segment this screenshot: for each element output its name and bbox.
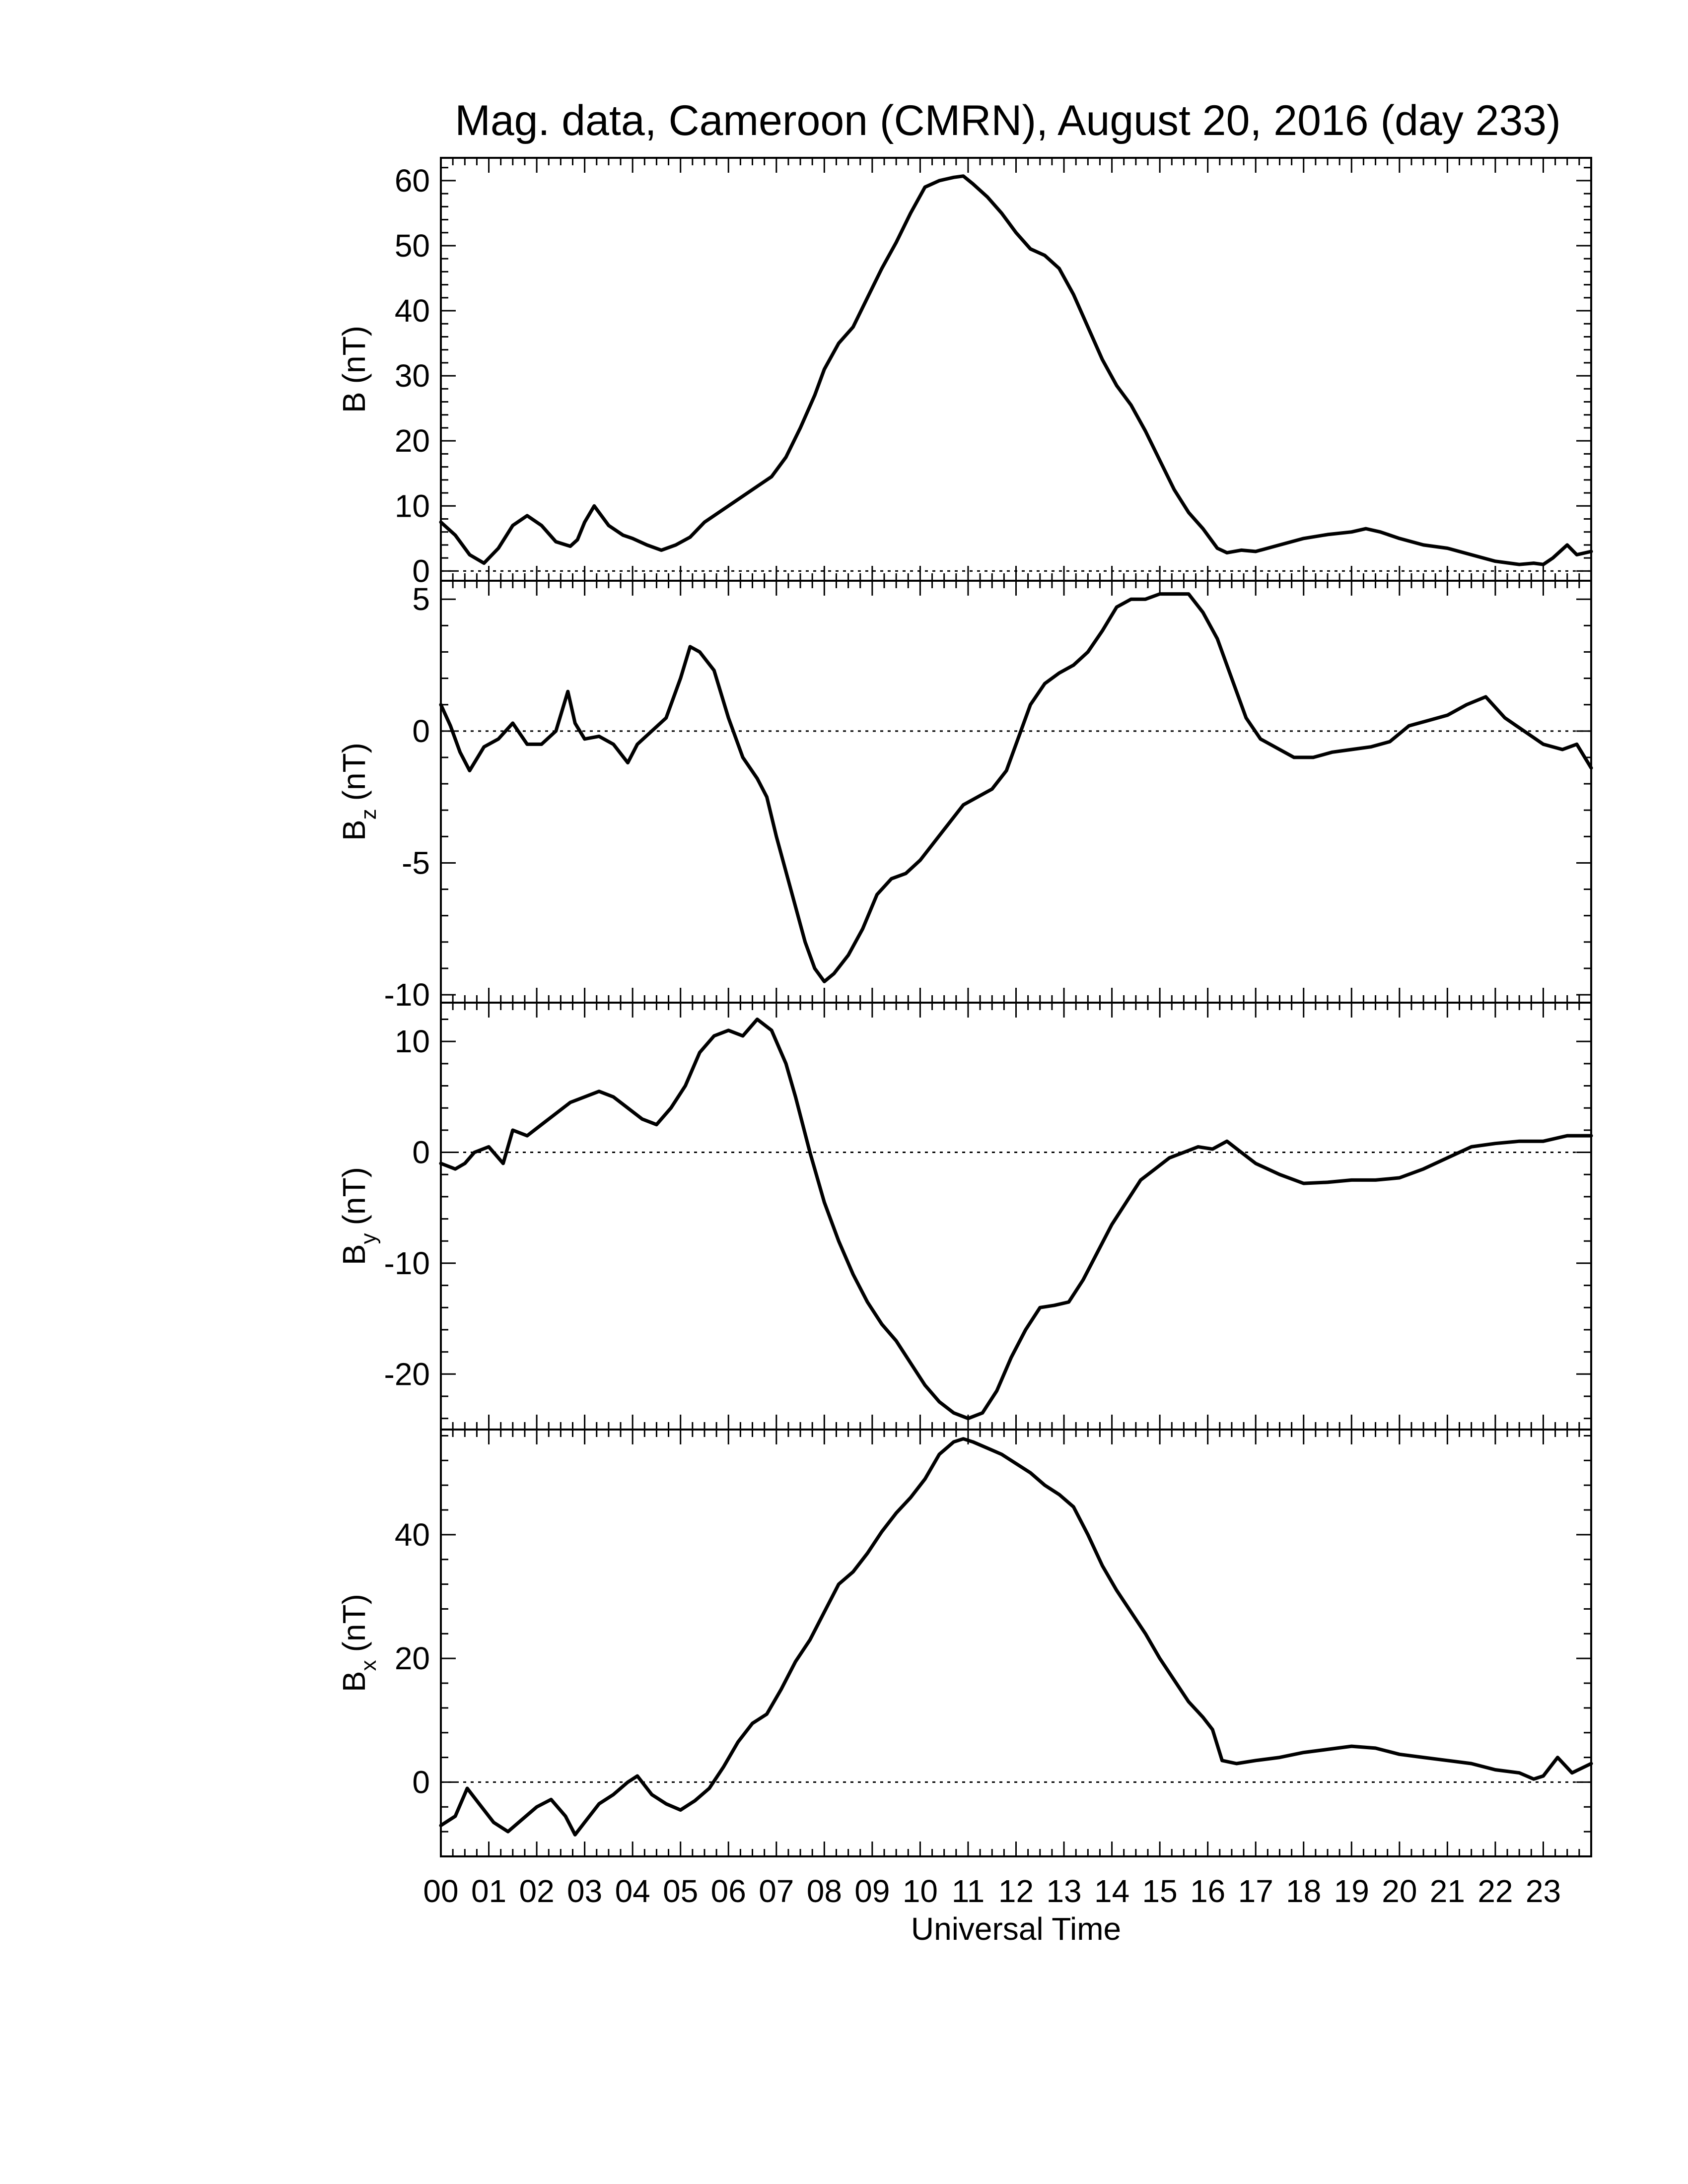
- y-tick-label: -5: [402, 845, 430, 881]
- y-axis-title-main: B: [336, 1244, 372, 1265]
- x-tick-label: 09: [854, 1873, 890, 1909]
- y-axis-title-unit: (nT): [336, 1594, 372, 1652]
- y-axis-title-main: B: [336, 1671, 372, 1692]
- y-tick-label: 10: [395, 488, 430, 524]
- series-line-b: [439, 174, 1593, 566]
- panel-b: 0 10 20 30 40 50 60 B (nT): [336, 157, 1593, 589]
- y-tick-label: 60: [395, 163, 430, 199]
- y-axis-title-subscript: x: [356, 1660, 381, 1671]
- x-tick-label: 05: [663, 1873, 698, 1909]
- panel-frame: [440, 157, 1592, 582]
- panel-frame: [440, 1002, 1592, 1431]
- x-tick-label: 12: [998, 1873, 1034, 1909]
- x-tick-label: 10: [903, 1873, 938, 1909]
- x-axis-title: Universal Time: [911, 1911, 1121, 1947]
- y-tick-label: 0: [412, 1135, 430, 1170]
- x-tick-label: 19: [1334, 1873, 1369, 1909]
- panel-bz: -10 -5 0 5 Bz (nT): [336, 580, 1593, 1013]
- y-tick-label: 40: [395, 1517, 430, 1553]
- y-tick-label: 20: [395, 1640, 430, 1676]
- x-tick-label: 11: [952, 1873, 985, 1909]
- x-tick-label: 01: [471, 1873, 506, 1909]
- y-tick-label: 40: [395, 293, 430, 329]
- y-axis-title-unit: (nT): [336, 326, 372, 384]
- x-tick-label: 00: [423, 1873, 458, 1909]
- series-line-bz: [439, 592, 1593, 983]
- x-tick-label: 15: [1142, 1873, 1178, 1909]
- x-tick-label: 14: [1094, 1873, 1129, 1909]
- y-axis-title: Bx (nT): [336, 1594, 381, 1692]
- series-line-bx: [439, 1437, 1593, 1837]
- y-axis-title: B (nT): [336, 326, 372, 413]
- x-tick-label: 02: [519, 1873, 554, 1909]
- panel-bx: 0 20 40 Bx (nT): [336, 1429, 1593, 1857]
- y-tick-label: 0: [412, 553, 430, 589]
- chart-title: Mag. data, Cameroon (CMRN), August 20, 2…: [455, 97, 1561, 144]
- x-tick-label: 13: [1046, 1873, 1081, 1909]
- y-axis-title-main: B: [336, 392, 372, 413]
- y-axis-title-main: B: [336, 819, 372, 841]
- x-tick-label: 18: [1286, 1873, 1321, 1909]
- panel-frame: [440, 580, 1592, 1004]
- x-tick-label: 16: [1190, 1873, 1225, 1909]
- x-tick-label: 17: [1238, 1873, 1273, 1909]
- panel-by: -20 -10 0 10 By (nT): [336, 1002, 1593, 1431]
- y-tick-label: 0: [412, 713, 430, 749]
- y-axis-title: By (nT): [336, 1167, 381, 1265]
- y-tick-label: -10: [384, 1245, 430, 1281]
- y-axis-title-unit: (nT): [336, 743, 372, 801]
- x-tick-label: 21: [1430, 1873, 1465, 1909]
- y-tick-label: 10: [395, 1024, 430, 1059]
- y-axis-title-subscript: y: [356, 1233, 381, 1244]
- y-axis-title-unit: (nT): [336, 1167, 372, 1225]
- y-tick-label: 20: [395, 423, 430, 459]
- y-tick-label: 0: [412, 1764, 430, 1800]
- x-tick-label: 22: [1477, 1873, 1513, 1909]
- x-tick-label: 20: [1382, 1873, 1417, 1909]
- y-tick-label: -20: [384, 1356, 430, 1392]
- y-tick-label: -10: [384, 977, 430, 1013]
- y-tick-label: 50: [395, 228, 430, 264]
- y-axis-title-subscript: z: [356, 809, 381, 819]
- y-axis-title: Bz (nT): [336, 743, 381, 841]
- x-tick-label: 04: [615, 1873, 650, 1909]
- panel-frame: [440, 1429, 1592, 1857]
- x-tick-label: 23: [1526, 1873, 1561, 1909]
- x-tick-label: 08: [807, 1873, 842, 1909]
- y-tick-label: 30: [395, 358, 430, 394]
- x-axis: 00 01 02 03 04 05 06 07 08 09 10 11 12 13 14 15 16 17 18 19…: [423, 1873, 1561, 1947]
- y-tick-label: 5: [412, 581, 430, 617]
- series-line-by: [439, 1018, 1593, 1421]
- panels-group: 0102030405060B(nT)-10-505Bz(nT)-20-10010…: [336, 157, 1593, 1857]
- x-tick-label: 03: [567, 1873, 602, 1909]
- x-tick-label: 06: [711, 1873, 746, 1909]
- x-tick-label: 07: [759, 1873, 794, 1909]
